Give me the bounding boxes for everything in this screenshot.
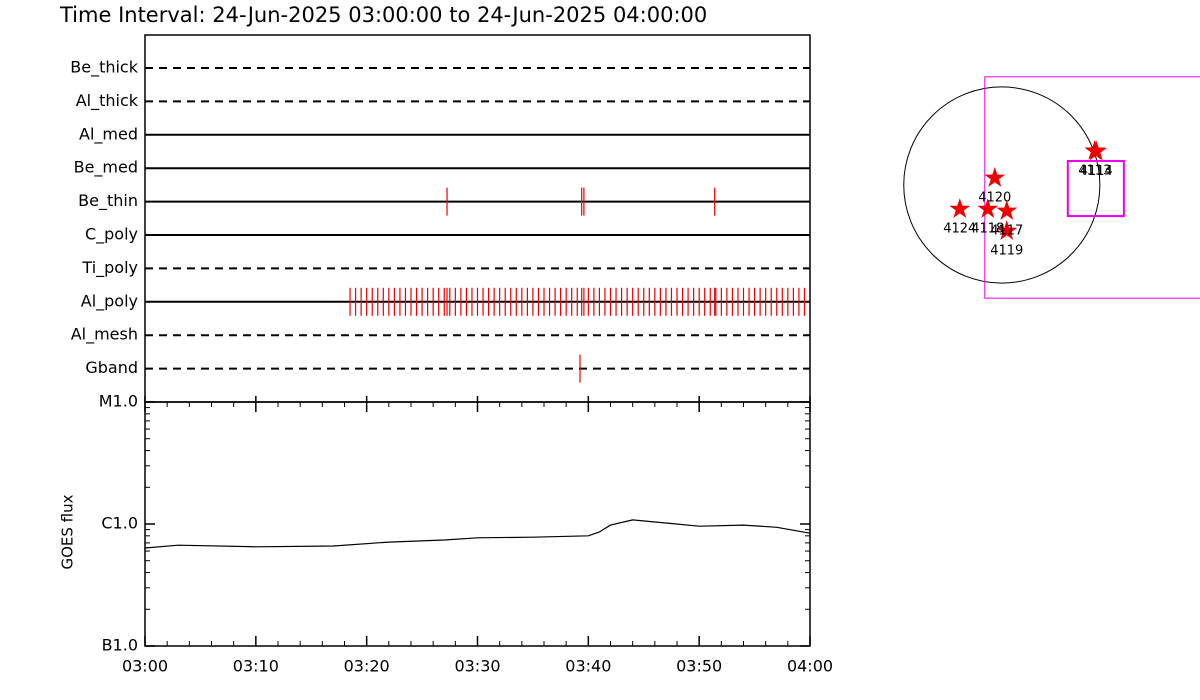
active-region-label: 4114 (1080, 164, 1113, 179)
x-tick-label: 03:10 (233, 657, 279, 676)
active-region-label: 4124 (943, 222, 976, 237)
filter-label: Al_med (79, 124, 138, 144)
filter-label: Be_med (74, 158, 138, 178)
solar-disk (903, 86, 1101, 284)
active-region-label: 4119 (990, 244, 1023, 259)
x-tick-label: 03:30 (454, 657, 500, 676)
chart-title: Time Interval: 24-Jun-2025 03:00:00 to 2… (59, 3, 707, 27)
active-region-star (1085, 140, 1107, 161)
filter-label: Be_thin (78, 191, 138, 211)
panel-frame (144, 401, 811, 647)
x-tick-label: 03:20 (344, 657, 390, 676)
x-tick-label: 03:00 (122, 657, 168, 676)
field-of-view (984, 76, 1200, 299)
panel-frame (144, 34, 811, 403)
active-region-star (949, 198, 971, 218)
filter-label: C_poly (85, 225, 138, 245)
filter-label: Ti_poly (81, 258, 138, 278)
x-tick-label: 03:40 (565, 657, 611, 676)
active-region-star (984, 167, 1006, 187)
field-of-view (1066, 159, 1125, 218)
active-region-label: 4118 (971, 222, 1004, 237)
filter-label: Al_mesh (71, 325, 138, 345)
active-region-label: 4120 (978, 190, 1011, 205)
active-region-label: 4113 (1078, 163, 1111, 178)
active-region-star (996, 220, 1018, 240)
active-region-star (977, 198, 999, 218)
y-axis-label: GOES flux (59, 494, 77, 569)
y-tick-label: B1.0 (102, 636, 138, 655)
filter-label: Be_thick (70, 58, 138, 78)
x-tick-label: 03:50 (676, 657, 722, 676)
y-tick-label: C1.0 (101, 514, 138, 533)
filter-label: Al_poly (81, 291, 138, 311)
filter-label: Gband (85, 358, 138, 377)
y-tick-label: M1.0 (99, 392, 138, 411)
active-region-label: 4117 (990, 224, 1023, 239)
x-tick-label: 04:00 (787, 657, 833, 676)
filter-label: Al_thick (76, 91, 139, 111)
active-region-star (996, 200, 1018, 220)
goes-flux-line (144, 519, 811, 549)
